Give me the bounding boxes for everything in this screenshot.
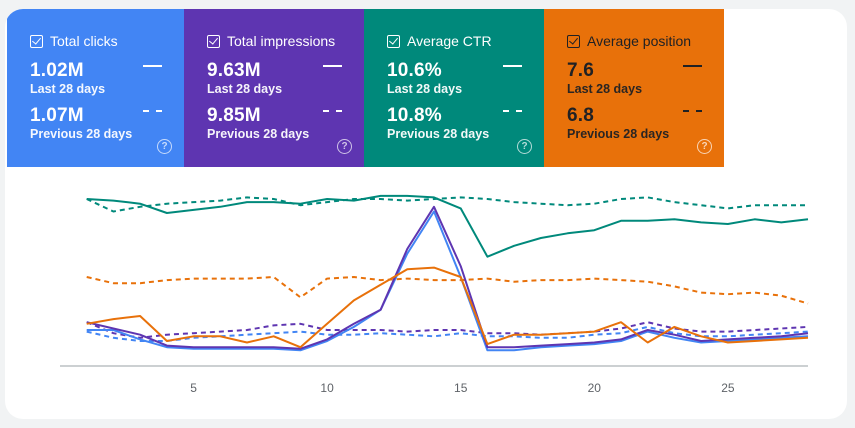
metric-header: Total impressions <box>207 33 335 49</box>
x-tick-label: 10 <box>320 381 334 395</box>
previous-value: 9.85M <box>207 105 261 126</box>
current-period: Last 28 days <box>207 82 283 96</box>
metric-label: Average position <box>587 33 692 49</box>
checkbox-checked-icon[interactable] <box>567 34 580 48</box>
dashed-line-legend-icon <box>683 110 702 112</box>
metric-tiles: Total clicks 1.02M Last 28 days 1.07M Pr… <box>7 9 724 167</box>
help-icon[interactable]: ? <box>337 139 352 154</box>
series-line-average-ctr-previous <box>86 196 808 213</box>
x-tick-label: 25 <box>721 381 735 395</box>
metric-tile-total-impressions[interactable]: Total impressions 9.63M Last 28 days 9.8… <box>184 9 364 167</box>
current-value: 1.02M <box>30 60 84 81</box>
previous-period: Previous 28 days <box>567 127 670 141</box>
series-layer <box>86 194 809 352</box>
metric-tile-average-ctr[interactable]: Average CTR 10.6% Last 28 days 10.8% Pre… <box>364 9 544 167</box>
metric-header: Total clicks <box>30 33 118 49</box>
previous-period: Previous 28 days <box>387 127 490 141</box>
metric-label: Total clicks <box>50 33 118 49</box>
current-value: 9.63M <box>207 60 261 81</box>
current-value: 10.6% <box>387 60 442 81</box>
checkbox-checked-icon[interactable] <box>207 34 220 48</box>
current-period: Last 28 days <box>567 82 643 96</box>
help-icon[interactable]: ? <box>517 139 532 154</box>
series-line-average-position-current <box>86 266 809 349</box>
dashed-line-legend-icon <box>503 110 522 112</box>
series-line-total-impressions-previous <box>86 321 809 339</box>
previous-value: 1.07M <box>30 105 84 126</box>
x-tick-label: 5 <box>190 381 197 395</box>
metric-tile-average-position[interactable]: Average position 7.6 Last 28 days 6.8 Pr… <box>544 9 724 167</box>
dashed-line-legend-icon <box>323 110 342 112</box>
help-icon[interactable]: ? <box>157 139 172 154</box>
previous-value: 10.8% <box>387 105 442 126</box>
x-tick-label: 20 <box>588 381 602 395</box>
current-value: 7.6 <box>567 60 595 81</box>
metric-label: Average CTR <box>407 33 492 49</box>
solid-line-legend-icon <box>323 65 342 67</box>
previous-period: Previous 28 days <box>207 127 310 141</box>
current-period: Last 28 days <box>30 82 106 96</box>
series-line-average-position-previous <box>86 276 809 305</box>
metric-tile-total-clicks[interactable]: Total clicks 1.02M Last 28 days 1.07M Pr… <box>7 9 184 167</box>
performance-card: 5 10 15 20 25 Total clicks 1.02M Last 28 day… <box>5 9 847 419</box>
checkbox-checked-icon[interactable] <box>30 34 43 48</box>
x-tick-layer: 5 10 15 20 25 <box>190 381 735 395</box>
performance-chart: 5 10 15 20 25 <box>60 194 809 395</box>
metric-header: Average position <box>567 33 691 49</box>
series-line-total-clicks-current <box>86 210 809 352</box>
previous-period: Previous 28 days <box>30 127 133 141</box>
previous-value: 6.8 <box>567 105 595 126</box>
metric-header: Average CTR <box>387 33 492 49</box>
help-icon[interactable]: ? <box>697 139 712 154</box>
metric-label: Total impressions <box>227 33 336 49</box>
solid-line-legend-icon <box>503 65 522 67</box>
solid-line-legend-icon <box>683 65 702 67</box>
x-tick-label: 15 <box>454 381 468 395</box>
series-line-average-ctr-current <box>86 194 809 258</box>
solid-line-legend-icon <box>143 65 162 67</box>
checkbox-checked-icon[interactable] <box>387 34 400 48</box>
series-line-total-impressions-current <box>86 205 809 350</box>
dashed-line-legend-icon <box>143 110 162 112</box>
current-period: Last 28 days <box>387 82 463 96</box>
